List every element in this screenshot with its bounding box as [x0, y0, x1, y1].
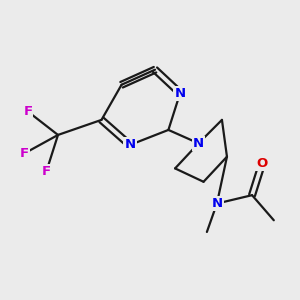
Text: F: F	[23, 105, 32, 118]
Text: F: F	[42, 165, 51, 178]
Text: N: N	[212, 197, 223, 210]
Text: N: N	[193, 137, 204, 150]
Text: N: N	[124, 139, 136, 152]
Text: N: N	[175, 87, 186, 100]
Text: F: F	[20, 147, 29, 160]
Text: O: O	[256, 157, 268, 170]
